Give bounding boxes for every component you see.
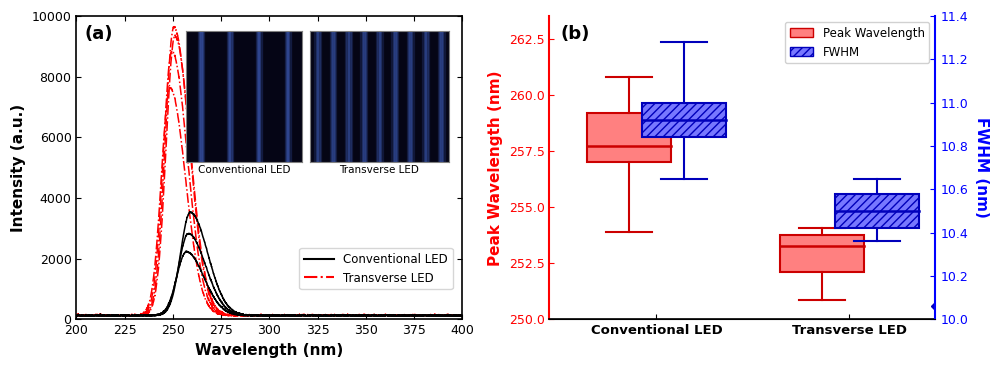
Bar: [587, 113, 671, 162]
Bar: [835, 194, 919, 228]
Text: (b): (b): [561, 25, 590, 43]
Bar: [642, 103, 726, 138]
Legend: Conventional LED, Transverse LED: Conventional LED, Transverse LED: [299, 248, 453, 289]
Legend: Peak Wavelength, FWHM: Peak Wavelength, FWHM: [785, 22, 929, 63]
Y-axis label: Peak Wavelength (nm): Peak Wavelength (nm): [488, 70, 503, 266]
Text: (a): (a): [84, 25, 113, 43]
X-axis label: Wavelength (nm): Wavelength (nm): [195, 343, 343, 358]
Y-axis label: Intensity (a.u.): Intensity (a.u.): [11, 104, 26, 232]
Y-axis label: FWHM (nm): FWHM (nm): [974, 117, 989, 218]
Bar: [780, 235, 864, 272]
